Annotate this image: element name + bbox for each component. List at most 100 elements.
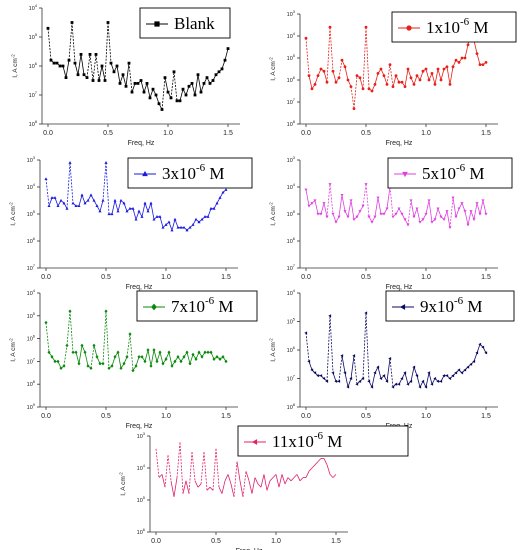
data-point [409, 76, 413, 80]
data-point [367, 215, 371, 219]
data-point [436, 67, 440, 71]
series-line-segment [92, 54, 97, 81]
data-point [400, 80, 404, 84]
y-tick-label: 104 [287, 288, 296, 297]
series-line-segment [150, 349, 155, 367]
x-tick-label: 0.0 [41, 274, 51, 281]
data-point [331, 69, 335, 73]
data-point [88, 53, 92, 56]
series-1 [304, 311, 488, 389]
data-point [146, 209, 150, 213]
legend-box [387, 157, 513, 189]
data-point [430, 220, 434, 224]
data-point [86, 364, 90, 368]
data-point [94, 53, 98, 56]
series-line-segment [69, 162, 74, 204]
data-point [74, 350, 78, 355]
series-line-segment [174, 219, 179, 228]
series-line-segment [323, 71, 328, 83]
data-point [127, 61, 131, 65]
series-line-segment [104, 22, 109, 81]
series-line-segment [119, 74, 124, 84]
data-point [137, 355, 141, 359]
series-line-segment [455, 208, 460, 217]
x-tick-label: 1.5 [221, 274, 231, 281]
data-point [80, 343, 84, 348]
data-point [154, 93, 158, 97]
series-1 [44, 161, 228, 232]
data-point [221, 190, 225, 194]
data-point [194, 357, 198, 361]
data-point [97, 79, 101, 82]
series-line-segment [168, 221, 173, 231]
series-line-segment [326, 184, 331, 217]
series-1 [46, 21, 230, 111]
series-line-segment [359, 77, 364, 89]
data-point [103, 79, 107, 82]
y-tick-label: 108 [287, 402, 296, 411]
data-point [116, 209, 120, 213]
data-point [74, 204, 78, 208]
series-line-segment [114, 200, 119, 212]
series-line-segment [449, 66, 454, 85]
series-line-segment [377, 197, 382, 215]
series-line-segment [161, 77, 166, 110]
data-point [61, 64, 65, 68]
data-point [373, 215, 377, 219]
data-point [212, 206, 216, 210]
y-tick-label: 105 [27, 311, 36, 320]
data-point [131, 368, 135, 373]
data-point [220, 67, 224, 71]
y-tick-label: 103 [287, 155, 296, 164]
series-line-segment [425, 200, 430, 215]
series-line-segment [473, 352, 478, 362]
data-point [403, 371, 407, 375]
data-point [424, 67, 428, 71]
x-tick-label: 1.5 [481, 130, 491, 137]
series-line-segment [374, 197, 379, 217]
series-line-segment [128, 63, 133, 93]
x-tick-label: 0.5 [211, 538, 221, 545]
series-line-segment [470, 211, 475, 220]
series-line-segment [168, 352, 173, 367]
data-point [70, 21, 74, 24]
series-line-segment [99, 200, 104, 212]
data-point [457, 61, 461, 64]
series-line-segment [251, 477, 256, 494]
x-tick-label: 1.5 [223, 130, 233, 137]
series-line-segment [389, 64, 394, 87]
series-line-segment [353, 355, 358, 385]
chart-panel-1: 0.0 0.5 1.0 1.5 104 105 106 107 108 Freq, Hz I, A … [11, 3, 240, 147]
data-point [484, 212, 488, 216]
data-point [149, 201, 153, 205]
series-line-segment [155, 448, 160, 478]
data-point [211, 79, 215, 82]
data-point [161, 361, 165, 366]
series-line-segment [45, 178, 50, 206]
series-line-segment [332, 474, 337, 478]
data-point [445, 374, 449, 378]
data-point [409, 379, 413, 383]
legend: 3x10-6 M [127, 157, 253, 189]
data-point [104, 161, 108, 164]
series-line-segment [461, 203, 466, 212]
series-line-segment [332, 372, 337, 382]
series-line-segment [413, 75, 418, 85]
data-point [59, 198, 63, 202]
data-point [134, 217, 138, 221]
data-point [430, 382, 434, 386]
data-point [68, 309, 72, 314]
data-point [152, 348, 156, 352]
y-tick-label: 105 [27, 209, 36, 218]
series-line-segment [107, 22, 112, 64]
series-line-segment [473, 203, 478, 220]
data-point [313, 199, 317, 203]
data-point [307, 74, 311, 77]
series-line-segment [329, 27, 334, 72]
data-point [442, 67, 446, 71]
data-point [340, 58, 344, 62]
data-point [304, 36, 308, 40]
data-point [67, 58, 71, 62]
series-line-segment [203, 451, 208, 491]
data-point [478, 63, 482, 66]
